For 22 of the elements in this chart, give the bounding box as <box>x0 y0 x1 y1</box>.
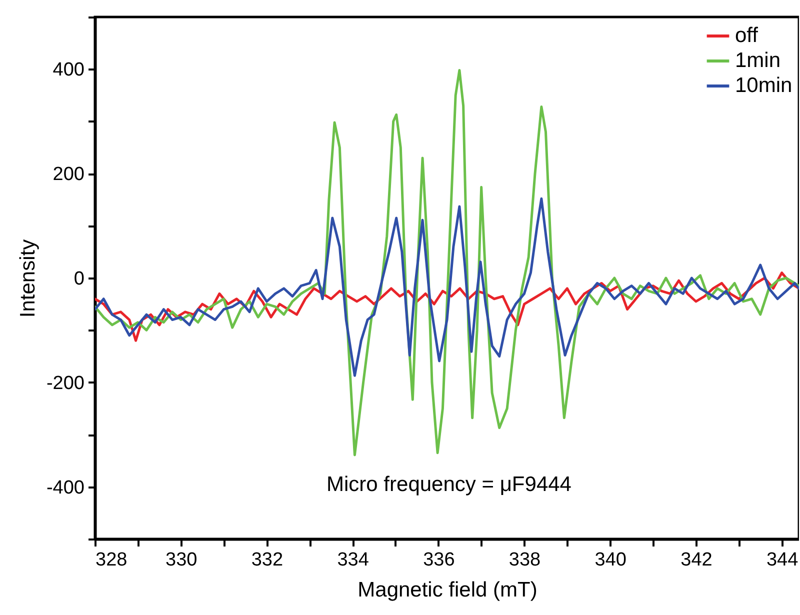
x-tick-label: 342 <box>680 550 712 570</box>
x-axis-title: Magnetic field (mT) <box>358 578 538 602</box>
x-tick-label: 328 <box>96 550 128 570</box>
annotation: Micro frequency = μF9444 <box>326 473 572 496</box>
y-tick-label: -400 <box>46 477 84 498</box>
legend-label: 10min <box>735 74 792 97</box>
x-tick-label: 334 <box>337 550 370 570</box>
x-tick-label: 336 <box>423 550 455 570</box>
y-tick-label: 400 <box>52 60 84 81</box>
y-tick-label: 200 <box>52 164 84 186</box>
y-tick-label: -200 <box>46 372 84 394</box>
legend-label: 1min <box>735 49 781 72</box>
x-tick-label: 344 <box>766 550 799 570</box>
y-axis-title: Intensity <box>16 238 40 318</box>
x-tick-label: 332 <box>251 550 284 570</box>
y-tick-label: 0 <box>74 268 84 290</box>
legend-label: off <box>735 24 758 47</box>
line-series <box>95 197 799 377</box>
x-tick-label: 330 <box>166 550 198 570</box>
x-tick-label: 338 <box>508 550 541 570</box>
line-series <box>95 68 799 456</box>
x-tick-label: 340 <box>594 550 626 570</box>
